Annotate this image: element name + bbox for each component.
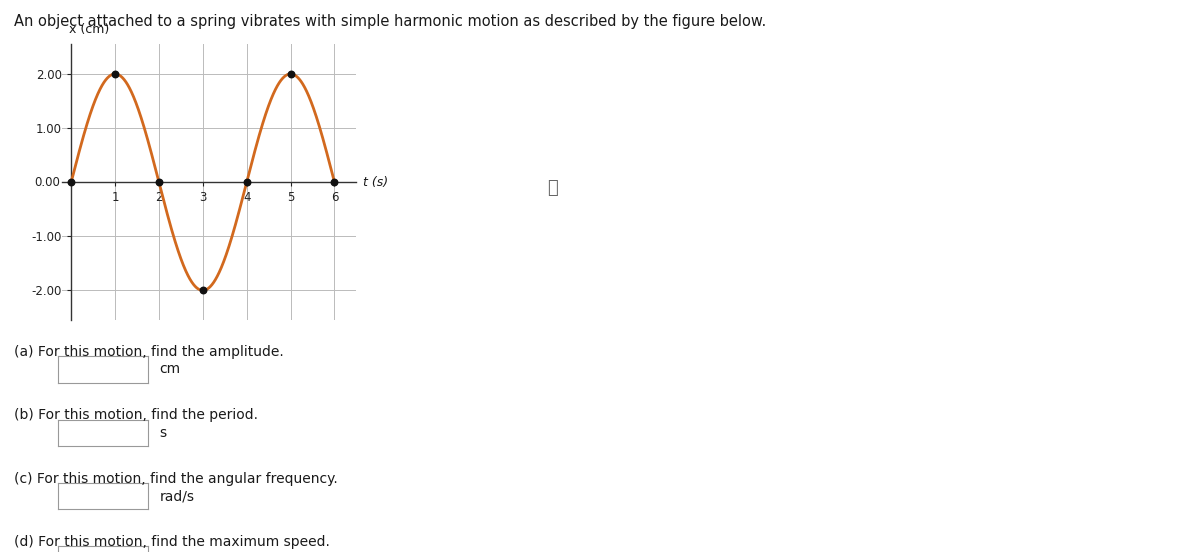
Point [149, 178, 168, 187]
Point [193, 286, 212, 295]
Text: An object attached to a spring vibrates with simple harmonic motion as described: An object attached to a spring vibrates … [14, 14, 767, 29]
Point [325, 178, 344, 187]
Text: cm: cm [160, 362, 181, 376]
Text: s: s [160, 426, 167, 440]
Text: x (cm): x (cm) [68, 23, 109, 36]
Text: (a) For this motion, find the amplitude.: (a) For this motion, find the amplitude. [14, 345, 284, 359]
Text: (b) For this motion, find the period.: (b) For this motion, find the period. [14, 408, 258, 422]
Point [281, 70, 300, 78]
Text: t (s): t (s) [362, 176, 388, 189]
Text: rad/s: rad/s [160, 489, 194, 503]
Point [106, 70, 125, 78]
Text: ⓘ: ⓘ [547, 179, 557, 197]
Text: (c) For this motion, find the angular frequency.: (c) For this motion, find the angular fr… [14, 472, 338, 486]
Point [61, 178, 80, 187]
Text: 0.00: 0.00 [35, 176, 60, 189]
Text: (d) For this motion, find the maximum speed.: (d) For this motion, find the maximum sp… [14, 535, 330, 549]
Point [238, 178, 257, 187]
